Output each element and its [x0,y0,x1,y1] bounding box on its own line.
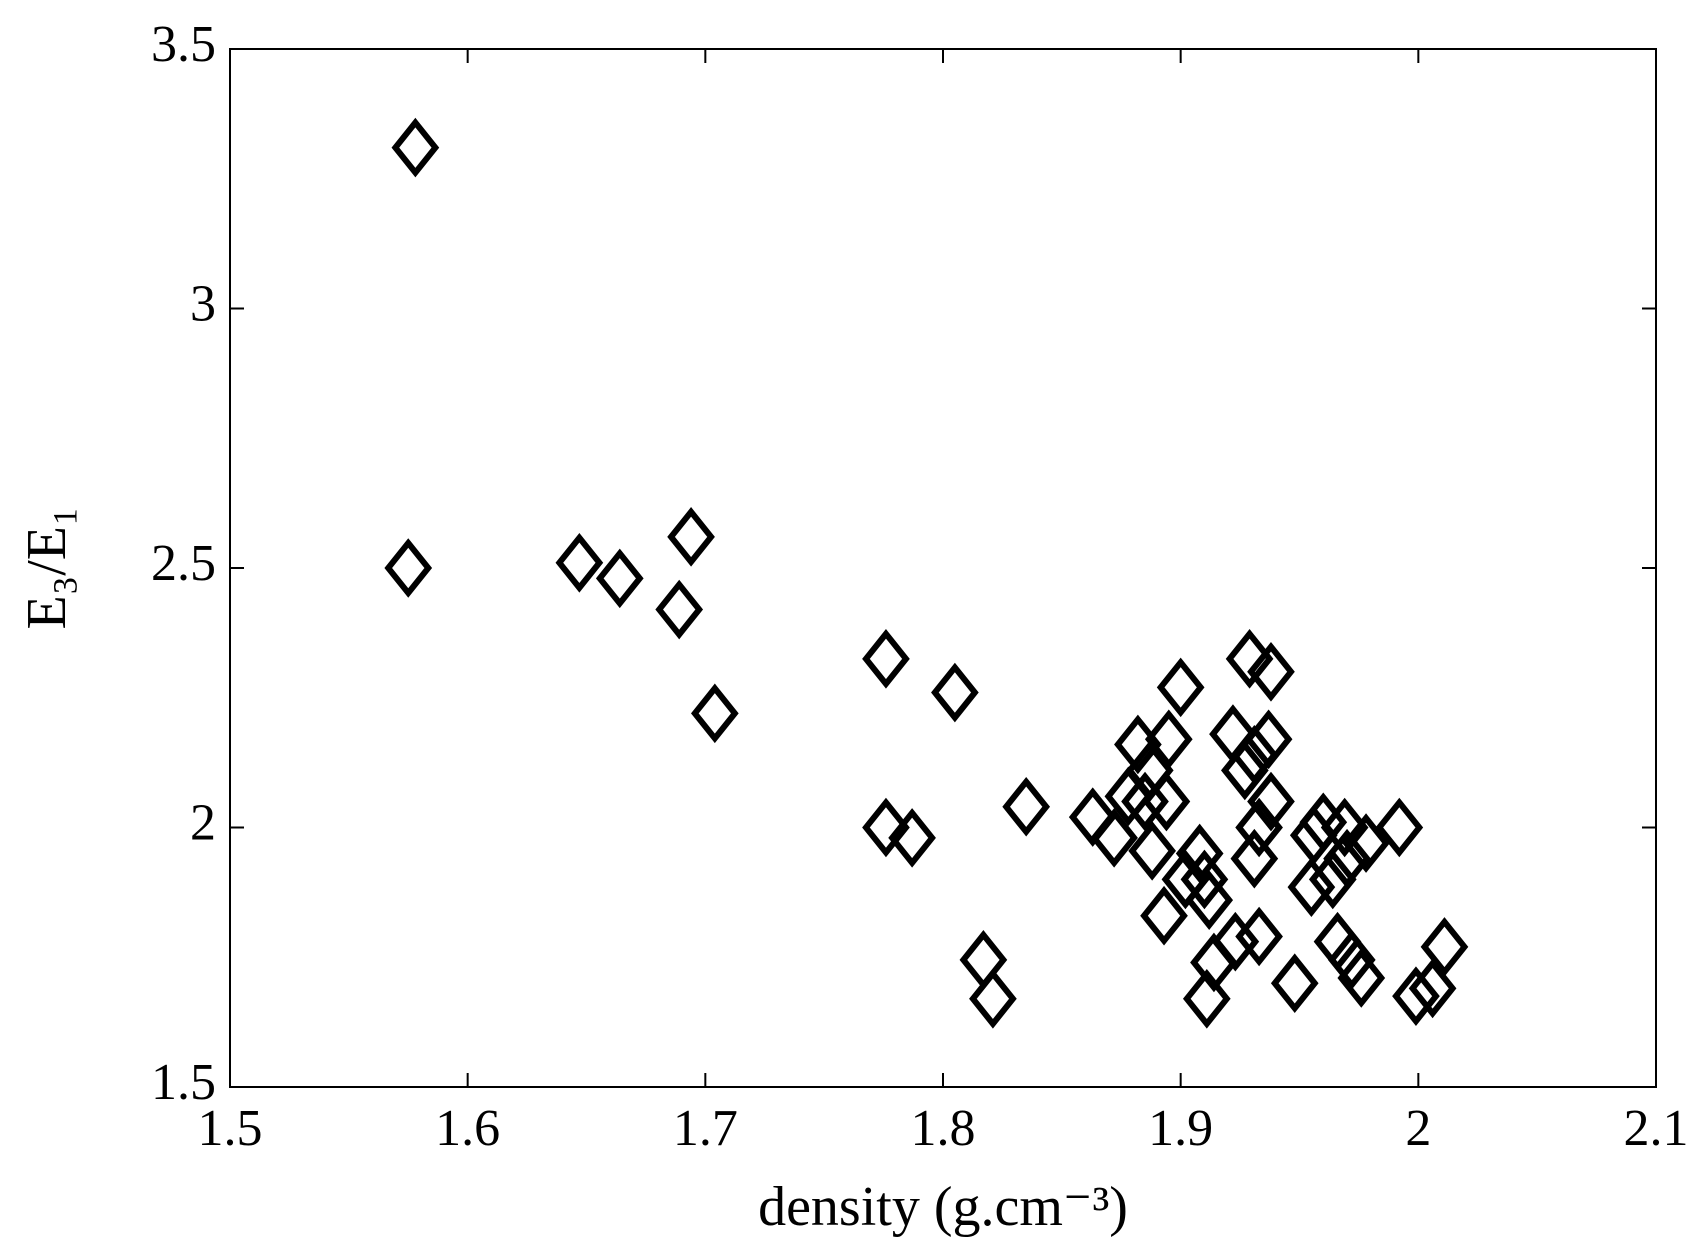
marker [1185,870,1234,930]
marker [931,662,979,723]
marker [1090,808,1138,868]
marker [1121,771,1169,832]
marker [1128,821,1176,881]
marker [1220,740,1269,801]
x-tick-label: 2.1 [1624,1100,1689,1157]
marker [1182,968,1231,1029]
marker [1408,958,1457,1019]
marker [1287,857,1336,917]
marker [655,579,704,640]
marker [1180,849,1229,910]
marker [1140,885,1188,946]
marker [1161,849,1210,910]
marker [595,548,644,609]
marker [1142,771,1191,832]
marker [1320,797,1369,858]
marker [1327,930,1376,990]
x-tick-label: 2 [1405,1100,1431,1157]
x-tick-label: 1.5 [198,1100,263,1157]
y-tick-label: 2 [190,794,216,851]
marker [862,629,910,689]
marker [384,538,433,598]
marker [1235,906,1283,967]
x-axis-label: density (g.cm⁻³) [758,1176,1128,1238]
x-tick-label: 1.7 [673,1100,738,1157]
marker [667,507,715,567]
x-tick-label: 1.9 [1148,1100,1213,1157]
marker [555,533,604,593]
marker [888,808,936,868]
marker [1323,828,1371,889]
marker [862,797,910,858]
marker [1156,657,1205,718]
marker [1337,948,1386,1008]
marker [969,968,1017,1029]
plot-frame [229,48,1657,1088]
x-tick-label: 1.6 [435,1100,500,1157]
marker [1342,813,1390,873]
marker [1270,953,1319,1014]
y-axis-label: E₃/E₁ [16,506,78,629]
marker [1144,709,1193,770]
marker [391,117,440,178]
marker [1225,629,1274,689]
marker [1313,911,1362,972]
y-tick-label: 3.5 [151,16,216,73]
marker [1247,641,1295,702]
marker [1068,787,1117,847]
marker [1002,776,1051,837]
marker [1230,725,1279,785]
marker [1175,823,1224,884]
marker [1244,709,1293,770]
y-tick-label: 1.5 [151,1054,216,1111]
marker [1420,917,1469,977]
y-tick-label: 2.5 [151,535,216,592]
marker [1235,797,1283,858]
marker [1392,966,1440,1026]
marker [1211,911,1260,972]
marker [1308,849,1357,910]
y-tick-label: 3 [190,275,216,332]
marker [690,683,739,744]
marker [1375,797,1424,858]
marker [1247,771,1295,832]
marker [1230,828,1279,889]
x-tick-label: 1.8 [911,1100,976,1157]
